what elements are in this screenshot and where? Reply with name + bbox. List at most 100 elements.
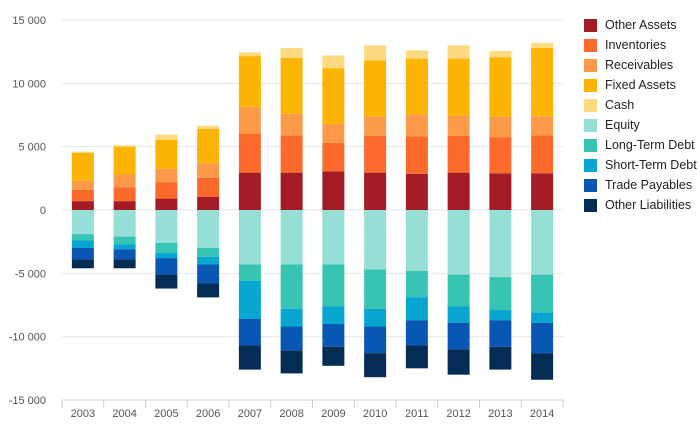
bar-segment (71, 210, 94, 235)
legend-item[interactable]: Receivables (584, 55, 700, 75)
legend-item[interactable]: Short-Term Debt (584, 155, 700, 175)
legend-swatch (584, 178, 597, 192)
legend-swatch (584, 18, 597, 32)
bar-segment (71, 248, 94, 260)
bar-segment (280, 210, 303, 265)
bar-segment (280, 47, 303, 58)
y-axis-ticks: -15 000 -10 000 -5 000 0 5 000 10 000 15 000 (9, 15, 46, 407)
bar-segment (238, 172, 261, 210)
legend-item[interactable]: Other Liabilities (584, 195, 700, 215)
legend-item[interactable]: Other Assets (584, 15, 700, 35)
x-tick-label: 2010 (363, 408, 387, 420)
bar-segment (489, 137, 512, 174)
bar-segment (71, 240, 94, 248)
bar-segment (447, 210, 470, 275)
bar-segment (447, 58, 470, 116)
y-tick-label: 5 000 (18, 142, 46, 154)
bar-segment (155, 168, 178, 183)
bar-segment (197, 177, 220, 197)
legend-label: Receivables (605, 58, 674, 72)
y-tick-label: 0 (40, 205, 46, 217)
bar-segment (531, 312, 554, 323)
bar-segment (155, 274, 178, 289)
bar-segment (322, 324, 345, 347)
bar-segment (489, 277, 512, 311)
bar-segment (113, 187, 136, 202)
bar-segment (322, 123, 345, 143)
bar-segment (113, 210, 136, 237)
bar-segment (322, 68, 345, 124)
y-tick-label: 15 000 (12, 15, 46, 27)
bar-segment (489, 116, 512, 138)
x-tick-label: 2008 (279, 408, 303, 420)
bar-segment (71, 153, 94, 181)
bar-segment (447, 322, 470, 350)
x-tick-label: 2014 (530, 408, 554, 420)
bar-segment (405, 345, 428, 369)
bar-segment (155, 139, 178, 169)
legend-label: Fixed Assets (605, 78, 676, 92)
bar-segment (447, 172, 470, 210)
bar-segment (113, 259, 136, 269)
bar-segment (322, 171, 345, 210)
bar-segment (322, 306, 345, 324)
x-axis: 2003 2004 2005 2006 2007 2008 2009 2010 2011 2012… (61, 399, 564, 420)
bar-segment (364, 326, 387, 354)
bar-segment (197, 264, 220, 284)
y-tick-label: 10 000 (12, 78, 46, 90)
bar-segment (155, 210, 178, 243)
bar-segment (280, 58, 303, 114)
bar-segment (447, 45, 470, 59)
bar-segment (531, 274, 554, 313)
bar-segment (238, 264, 261, 281)
bar-segment (71, 180, 94, 190)
bar-segment (71, 259, 94, 269)
bar-segment (238, 106, 261, 134)
bar-segment (155, 242, 178, 254)
bar-segment (280, 113, 303, 136)
bar-segment (405, 210, 428, 271)
legend-swatch (584, 118, 597, 132)
bar-segment (197, 125, 220, 129)
bar-segment (280, 326, 303, 351)
bar-segment (113, 174, 136, 188)
legend: Other Assets Inventories Receivables Fixed … (584, 15, 700, 215)
bar-segment (155, 198, 178, 210)
bar-segment (447, 306, 470, 323)
legend-swatch (584, 198, 597, 212)
bar-segment (280, 264, 303, 309)
legend-item[interactable]: Cash (584, 95, 700, 115)
legend-item[interactable]: Long-Term Debt (584, 135, 700, 155)
bar-segment (197, 196, 220, 210)
bar-segment (531, 210, 554, 275)
bar-segment (405, 114, 428, 137)
bar-segment (155, 253, 178, 259)
bar-segment (238, 210, 261, 265)
bar-segment (531, 47, 554, 117)
bar-segment (280, 308, 303, 327)
bar-segment (489, 310, 512, 321)
bar-segment (197, 283, 220, 298)
legend-item[interactable]: Fixed Assets (584, 75, 700, 95)
bar-segment (322, 210, 345, 265)
bar-segment (322, 55, 345, 69)
legend-label: Long-Term Debt (605, 138, 695, 152)
legend-label: Cash (605, 98, 635, 112)
legend-item[interactable]: Inventories (584, 35, 700, 55)
bar-segment (197, 210, 220, 248)
legend-label: Trade Payables (605, 178, 693, 192)
y-tick-label: -10 000 (9, 332, 46, 344)
bar-segment (364, 135, 387, 173)
legend-item[interactable]: Trade Payables (584, 175, 700, 195)
x-tick-label: 2009 (321, 408, 345, 420)
bar-segment (155, 258, 178, 275)
bar-segment (280, 172, 303, 210)
bar-segment (113, 146, 136, 175)
bar-segment (238, 52, 261, 57)
bar-segment (405, 173, 428, 210)
bar-segment (447, 115, 470, 136)
legend-item[interactable]: Equity (584, 115, 700, 135)
bar-segment (197, 248, 220, 257)
bar-segment (155, 182, 178, 199)
bar-segment (238, 345, 261, 370)
